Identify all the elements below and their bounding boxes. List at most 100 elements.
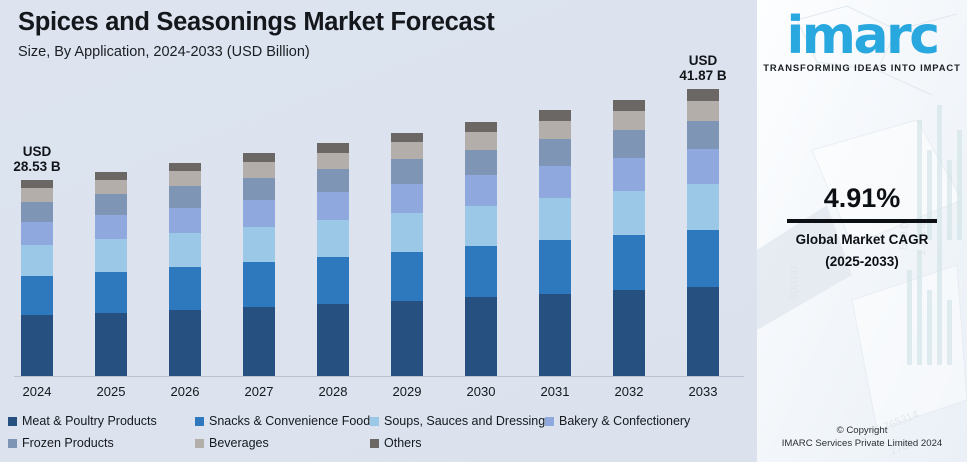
- imarc-logo: imarc TRANSFORMING IDEAS INTO IMPACT: [757, 8, 967, 73]
- legend-color-swatch: [8, 438, 17, 448]
- bar-segment[interactable]: [169, 171, 201, 187]
- bar-segment[interactable]: [687, 100, 719, 121]
- svg-text:500.0: 500.0: [898, 222, 911, 250]
- bar-segment[interactable]: [21, 245, 53, 277]
- bar-segment[interactable]: [613, 130, 645, 158]
- bar-segment[interactable]: [465, 205, 497, 247]
- bar-segment[interactable]: [613, 235, 645, 291]
- stacked-bar[interactable]: [243, 153, 275, 376]
- legend-item[interactable]: Bakery & Confectionery: [545, 414, 690, 428]
- bar-segment[interactable]: [21, 202, 53, 222]
- stacked-bar[interactable]: [169, 162, 201, 376]
- bar-segment[interactable]: [465, 131, 497, 150]
- bar-segment[interactable]: [465, 149, 497, 176]
- bar-segment[interactable]: [243, 200, 275, 227]
- bar-segment[interactable]: [539, 139, 571, 166]
- bar-segment[interactable]: [95, 180, 127, 195]
- bar-segment[interactable]: [95, 171, 127, 181]
- bar-segment[interactable]: [613, 157, 645, 191]
- bar-segment[interactable]: [687, 89, 719, 101]
- bar-segment[interactable]: [169, 233, 201, 268]
- bar-segment[interactable]: [687, 149, 719, 184]
- legend-label: Others: [384, 436, 422, 450]
- bar-segment[interactable]: [391, 300, 423, 376]
- bar-segment[interactable]: [687, 229, 719, 287]
- bar-segment[interactable]: [169, 162, 201, 172]
- legend-item[interactable]: Beverages: [195, 436, 269, 450]
- stacked-bar[interactable]: [95, 171, 127, 376]
- bar-segment[interactable]: [465, 175, 497, 206]
- bar-segment[interactable]: [613, 110, 645, 131]
- bar-segment[interactable]: [95, 312, 127, 376]
- bar-segment[interactable]: [539, 165, 571, 198]
- bar-segment[interactable]: [169, 267, 201, 310]
- bar-segment[interactable]: [95, 239, 127, 272]
- bar-segment[interactable]: [243, 306, 275, 376]
- legend-item[interactable]: Frozen Products: [8, 436, 114, 450]
- bar-segment[interactable]: [391, 132, 423, 143]
- bar-segment[interactable]: [95, 271, 127, 313]
- stacked-bar[interactable]: [613, 99, 645, 376]
- bar-segment[interactable]: [539, 240, 571, 294]
- legend-color-swatch: [195, 438, 204, 448]
- bar-segment[interactable]: [539, 120, 571, 140]
- legend-color-swatch: [545, 416, 554, 426]
- bar-segment[interactable]: [391, 142, 423, 160]
- bar-segment[interactable]: [243, 153, 275, 163]
- bar-segment[interactable]: [317, 257, 349, 304]
- bar-segment[interactable]: [465, 246, 497, 298]
- stacked-bar[interactable]: [687, 89, 719, 376]
- legend-item[interactable]: Snacks & Convenience Food: [195, 414, 370, 428]
- bar-segment[interactable]: [317, 192, 349, 221]
- bar-segment[interactable]: [243, 226, 275, 263]
- bar-segment[interactable]: [539, 110, 571, 121]
- legend-label: Beverages: [209, 436, 269, 450]
- bar-segment[interactable]: [317, 168, 349, 193]
- bar-segment[interactable]: [169, 186, 201, 208]
- bar-segment[interactable]: [687, 287, 719, 376]
- bar-segment[interactable]: [169, 207, 201, 234]
- bar-group: [222, 0, 296, 380]
- stacked-bar[interactable]: [317, 143, 349, 376]
- bar-group: [592, 0, 666, 380]
- bar-segment[interactable]: [317, 152, 349, 169]
- bar-segment[interactable]: [539, 197, 571, 241]
- bar-segment[interactable]: [613, 99, 645, 111]
- bar-segment[interactable]: [243, 162, 275, 178]
- bar-segment[interactable]: [613, 290, 645, 376]
- legend-item[interactable]: Meat & Poultry Products: [8, 414, 157, 428]
- stacked-bar[interactable]: [465, 121, 497, 376]
- bar-segment[interactable]: [21, 315, 53, 376]
- bar-segment[interactable]: [21, 188, 53, 203]
- bar-segment[interactable]: [21, 180, 53, 189]
- stacked-bar[interactable]: [391, 132, 423, 376]
- bar-segment[interactable]: [391, 251, 423, 301]
- bar-segment[interactable]: [169, 309, 201, 376]
- bar-group: USD 28.53 B: [0, 0, 74, 380]
- x-axis-tick-label: 2033: [688, 384, 718, 399]
- bar-segment[interactable]: [465, 121, 497, 132]
- bar-segment[interactable]: [687, 120, 719, 150]
- bar-segment[interactable]: [465, 297, 497, 376]
- bar-segment[interactable]: [243, 262, 275, 307]
- bar-group: [518, 0, 592, 380]
- bar-segment[interactable]: [391, 212, 423, 252]
- stacked-bar[interactable]: [21, 180, 53, 376]
- stacked-bar[interactable]: [539, 110, 571, 376]
- bar-segment[interactable]: [391, 159, 423, 184]
- bar-segment[interactable]: [317, 143, 349, 153]
- bar-segment[interactable]: [21, 276, 53, 316]
- bar-segment[interactable]: [317, 303, 349, 376]
- bar-segment[interactable]: [317, 220, 349, 258]
- bar-segment[interactable]: [21, 221, 53, 245]
- legend-item[interactable]: Others: [370, 436, 422, 450]
- bar-segment[interactable]: [95, 214, 127, 240]
- cagr-caption-line-2: (2025-2033): [825, 254, 899, 269]
- bar-segment[interactable]: [391, 183, 423, 213]
- bar-segment[interactable]: [687, 183, 719, 230]
- legend-item[interactable]: Soups, Sauces and Dressings: [370, 414, 551, 428]
- bar-segment[interactable]: [243, 177, 275, 201]
- bar-segment[interactable]: [539, 293, 571, 376]
- bar-segment[interactable]: [95, 194, 127, 215]
- bar-segment[interactable]: [613, 190, 645, 236]
